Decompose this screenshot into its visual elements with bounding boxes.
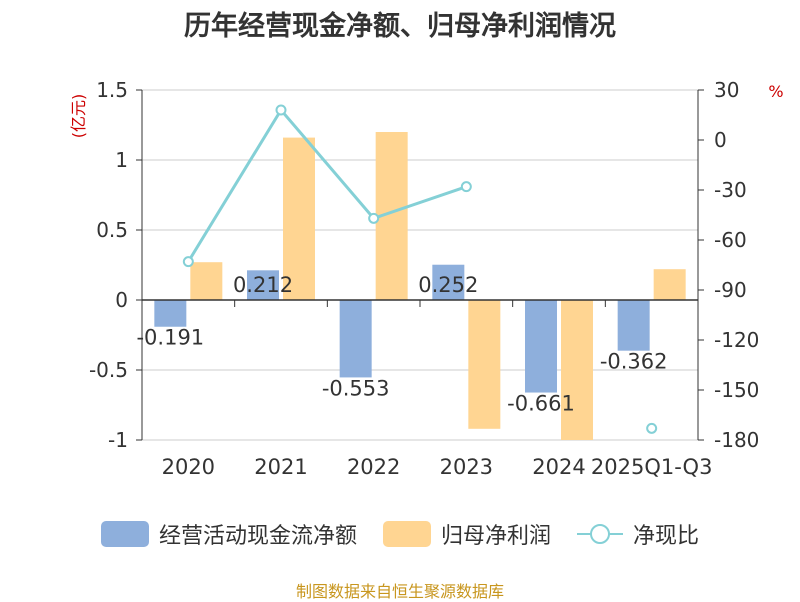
x-tick-label: 2023 [440, 455, 493, 479]
ratio-line [187, 107, 467, 263]
data-label-cash-flow: 0.252 [418, 273, 478, 297]
left-tick-label: 0.5 [96, 218, 128, 242]
data-label-cash-flow: 0.212 [233, 273, 293, 297]
bar-net-profit [190, 262, 223, 300]
bar-cash-flow [339, 300, 372, 378]
legend-item-cash[interactable]: 经营活动现金流净额 [100, 518, 357, 550]
right-tick-label: -180 [714, 428, 759, 452]
right-tick-label: 0 [714, 128, 727, 152]
data-label-cash-flow: -0.661 [507, 392, 575, 416]
right-axis-unit: % [768, 82, 783, 101]
chart-title: 历年经营现金净额、归母净利润情况 [184, 11, 616, 42]
x-tick-label: 2025Q1-Q3 [591, 455, 713, 479]
legend: 经营活动现金流净额 归母净利润 净现比 [0, 514, 800, 554]
right-tick-label: -120 [714, 328, 759, 352]
bar-net-profit [468, 300, 501, 429]
left-tick-label: 1.5 [96, 78, 128, 102]
bar-net-profit [283, 137, 315, 300]
ratio-point [368, 212, 380, 224]
right-tick-label: 30 [714, 78, 739, 102]
ratio-point [646, 422, 658, 434]
x-tick-label: 2020 [162, 455, 215, 479]
left-axis-unit: (亿元) [69, 94, 88, 139]
bar-cash-flow [525, 300, 557, 393]
data-source-note: 制图数据来自恒生聚源数据库 [295, 582, 504, 601]
legend-swatch-profit [382, 521, 431, 547]
legend-item-profit[interactable]: 归母净利润 [382, 518, 551, 550]
right-tick-label: -90 [714, 278, 747, 302]
x-tick-label: 2024 [532, 455, 585, 479]
legend-swatch-cash [100, 521, 149, 547]
left-tick-label: 0 [115, 288, 128, 312]
bar-cash-flow [617, 300, 650, 351]
ratio-point [275, 104, 287, 116]
bar-cash-flow [247, 270, 279, 300]
bar-cash-flow [432, 264, 465, 300]
data-label-cash-flow: -0.191 [136, 326, 204, 350]
x-tick-label: 2021 [254, 455, 307, 479]
legend-label-profit: 归母净利润 [440, 524, 551, 549]
data-label-cash-flow: -0.553 [322, 376, 390, 400]
bar-cash-flow [154, 300, 187, 327]
bar-net-profit [561, 300, 593, 440]
ratio-point [182, 256, 194, 268]
legend-label-cash: 经营活动现金流净额 [158, 524, 357, 549]
left-tick-label: -0.5 [89, 358, 128, 382]
right-tick-label: -60 [714, 228, 747, 252]
right-tick-label: -30 [714, 178, 747, 202]
legend-swatch-ratio [577, 521, 623, 547]
right-tick-label: -150 [714, 378, 759, 402]
bar-net-profit [653, 269, 686, 300]
x-tick-label: 2022 [347, 455, 400, 479]
legend-item-ratio[interactable]: 净现比 [577, 518, 699, 550]
legend-label-ratio: 净现比 [633, 524, 700, 549]
ratio-point [460, 181, 472, 193]
data-label-cash-flow: -0.362 [600, 350, 668, 374]
left-tick-label: 1 [115, 148, 128, 172]
left-tick-label: -1 [108, 428, 128, 452]
